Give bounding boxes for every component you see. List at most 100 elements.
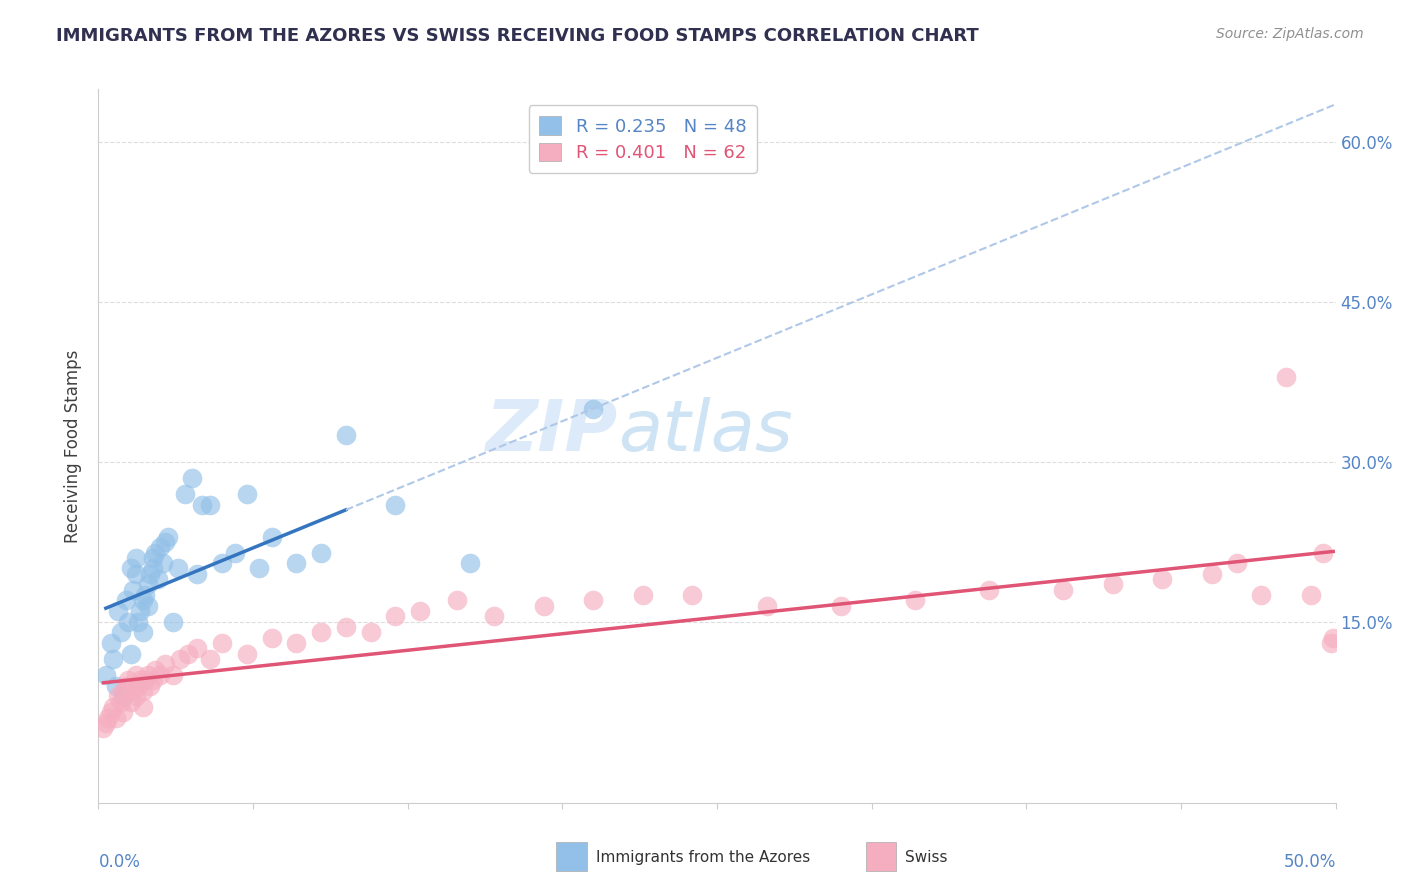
Point — [136, 668, 159, 682]
Point — [1152, 572, 1174, 586]
Point — [97, 710, 120, 724]
Point — [124, 690, 146, 704]
Point — [285, 556, 308, 570]
Point — [110, 695, 132, 709]
Point — [93, 721, 115, 735]
Point — [384, 609, 406, 624]
Point — [100, 706, 122, 720]
Point — [169, 652, 191, 666]
Point — [224, 545, 246, 559]
Point — [166, 561, 188, 575]
Point — [136, 577, 159, 591]
Point — [186, 566, 208, 581]
Point — [152, 556, 174, 570]
Point — [309, 625, 332, 640]
Point — [124, 668, 146, 682]
Point — [112, 706, 135, 720]
Point — [582, 401, 605, 416]
Point — [582, 593, 605, 607]
Point — [122, 582, 145, 597]
Point — [107, 690, 129, 704]
Legend: R = 0.235   N = 48, R = 0.401   N = 62: R = 0.235 N = 48, R = 0.401 N = 62 — [529, 105, 756, 173]
Point — [384, 498, 406, 512]
Point — [110, 625, 132, 640]
Text: Swiss: Swiss — [905, 850, 948, 865]
Point — [143, 663, 166, 677]
Point — [132, 593, 155, 607]
Point — [112, 690, 135, 704]
Point — [142, 673, 165, 688]
Point — [458, 556, 481, 570]
Point — [1250, 588, 1272, 602]
Point — [124, 550, 146, 565]
Point — [149, 668, 172, 682]
Point — [162, 668, 184, 682]
Point — [176, 647, 198, 661]
Point — [904, 593, 927, 607]
Point — [104, 679, 127, 693]
Point — [142, 550, 165, 565]
Point — [247, 561, 270, 575]
Point — [409, 604, 432, 618]
Point — [1201, 566, 1223, 581]
Point — [94, 715, 117, 730]
Point — [120, 561, 142, 575]
Point — [100, 636, 122, 650]
Point — [979, 582, 1001, 597]
Point — [120, 647, 142, 661]
Point — [117, 615, 139, 629]
Point — [143, 545, 166, 559]
Point — [335, 428, 357, 442]
Bar — [557, 842, 588, 871]
Point — [186, 641, 208, 656]
Point — [142, 561, 165, 575]
Point — [127, 615, 149, 629]
Text: Source: ZipAtlas.com: Source: ZipAtlas.com — [1216, 27, 1364, 41]
Point — [104, 710, 127, 724]
Point — [117, 673, 139, 688]
Point — [149, 540, 172, 554]
Point — [155, 534, 177, 549]
Point — [335, 620, 357, 634]
Point — [198, 498, 221, 512]
Point — [127, 679, 149, 693]
Point — [681, 588, 703, 602]
Point — [1275, 369, 1298, 384]
Point — [1299, 588, 1322, 602]
Point — [156, 529, 179, 543]
Bar — [866, 842, 897, 871]
Point — [134, 588, 156, 602]
Point — [112, 684, 135, 698]
Point — [1312, 545, 1334, 559]
Point — [122, 684, 145, 698]
Point — [533, 599, 555, 613]
Point — [1052, 582, 1074, 597]
Point — [181, 471, 204, 485]
Point — [103, 652, 125, 666]
Point — [236, 487, 259, 501]
Point — [830, 599, 852, 613]
Point — [120, 695, 142, 709]
Point — [755, 599, 778, 613]
Text: IMMIGRANTS FROM THE AZORES VS SWISS RECEIVING FOOD STAMPS CORRELATION CHART: IMMIGRANTS FROM THE AZORES VS SWISS RECE… — [56, 27, 979, 45]
Point — [309, 545, 332, 559]
Point — [155, 657, 177, 672]
Point — [94, 668, 117, 682]
Point — [198, 652, 221, 666]
Text: Immigrants from the Azores: Immigrants from the Azores — [596, 850, 810, 865]
Point — [360, 625, 382, 640]
Point — [1322, 631, 1344, 645]
Point — [132, 700, 155, 714]
Point — [107, 604, 129, 618]
Point — [191, 498, 214, 512]
Point — [446, 593, 468, 607]
Point — [211, 636, 233, 650]
Point — [129, 604, 152, 618]
Point — [631, 588, 654, 602]
Point — [129, 673, 152, 688]
Text: 50.0%: 50.0% — [1284, 853, 1336, 871]
Point — [236, 647, 259, 661]
Point — [260, 631, 283, 645]
Point — [136, 599, 159, 613]
Point — [211, 556, 233, 570]
